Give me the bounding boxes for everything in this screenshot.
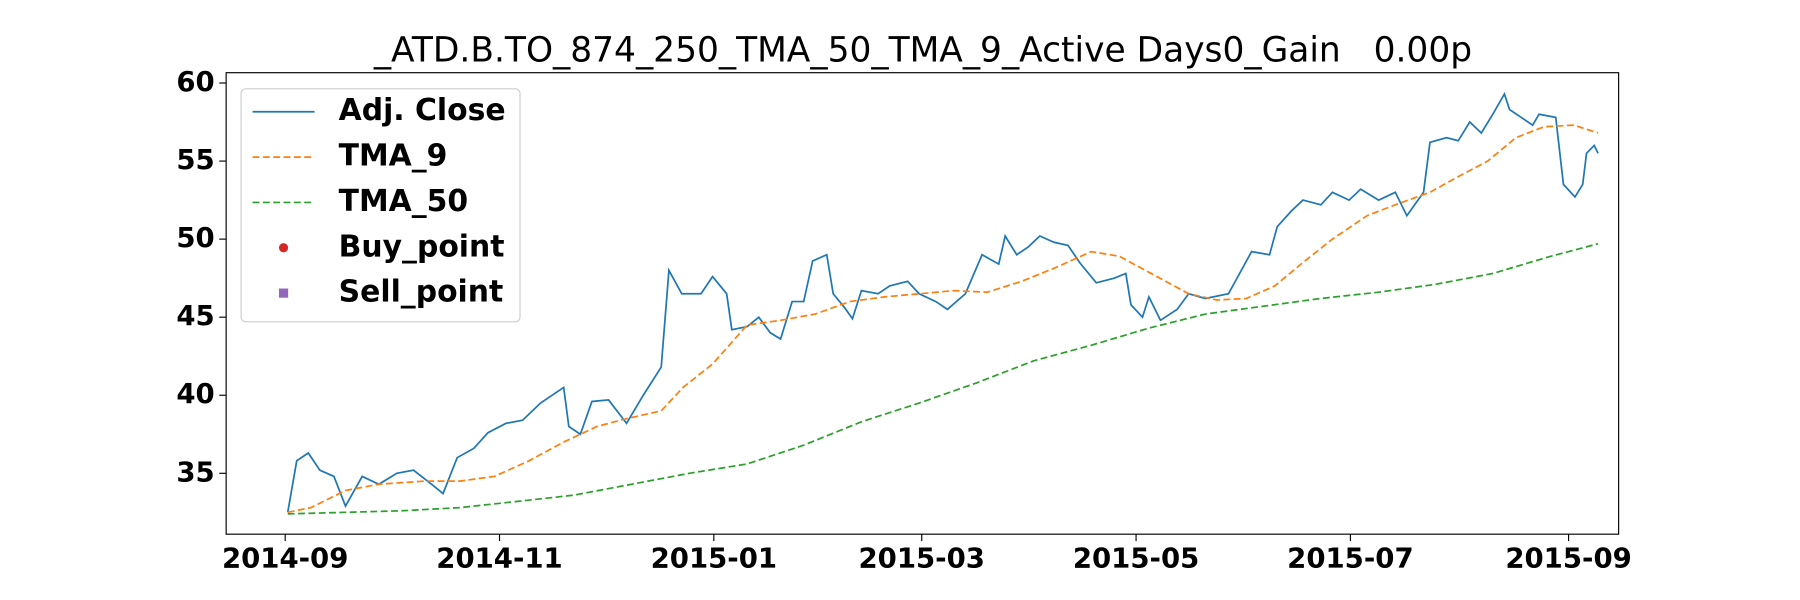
y-tick-label: 40 xyxy=(176,378,214,410)
legend-marker xyxy=(278,243,289,253)
plot-frame xyxy=(225,72,1620,535)
y-tick-label: 45 xyxy=(176,300,214,332)
x-tick-label: 2015-01 xyxy=(651,542,777,574)
x-tick-label: 2015-03 xyxy=(859,542,985,574)
legend-label: Sell_point xyxy=(339,275,504,310)
series-line xyxy=(286,91,1599,513)
y-tick-label: 50 xyxy=(176,222,214,254)
y-tick-label: 35 xyxy=(176,456,214,488)
legend-label: Buy_point xyxy=(339,229,505,264)
chart-title: _ATD.B.TO_874_250_TMA_50_TMA_9_Active Da… xyxy=(373,31,1472,71)
series-line xyxy=(287,124,1599,514)
x-tick-label: 2015-05 xyxy=(1073,542,1199,574)
x-tick-label: 2015-09 xyxy=(1505,542,1631,574)
series-line xyxy=(287,242,1599,515)
legend-label: TMA_9 xyxy=(339,139,448,174)
legend-box xyxy=(240,88,521,323)
x-tick-label: 2014-11 xyxy=(436,542,562,574)
y-tick-label: 55 xyxy=(176,144,214,176)
x-tick-label: 2015-07 xyxy=(1287,542,1413,574)
legend-marker xyxy=(278,288,289,298)
x-tick-label: 2014-09 xyxy=(222,542,348,574)
y-tick-label: 60 xyxy=(176,66,214,98)
legend-label: TMA_50 xyxy=(339,184,469,219)
legend-label: Adj. Close xyxy=(339,93,506,128)
